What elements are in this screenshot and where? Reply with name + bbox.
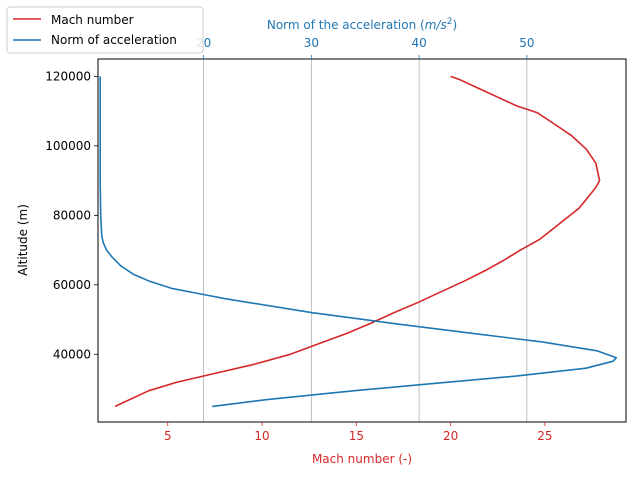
legend-label-norm-of-acceleration: Norm of acceleration: [51, 33, 177, 47]
y-axis-label: Altitude (m): [16, 204, 30, 276]
y-axis: 40000 60000 80000 100000 120000: [45, 69, 98, 361]
legend: Mach number Norm of acceleration: [6, 6, 204, 54]
bottom-axis: 5 10 15 20 25: [164, 422, 553, 443]
bottom-tick-label-10: 10: [254, 429, 269, 443]
grid-lines: [203, 59, 528, 422]
series-line-norm-of-acceleration: [99, 76, 618, 408]
bottom-tick-label-5: 5: [164, 429, 172, 443]
series-layer: [99, 75, 618, 408]
bottom-tick-label-20: 20: [443, 429, 458, 443]
y-tick-label-120000: 120000: [45, 69, 91, 83]
legend-box: [6, 6, 204, 54]
bottom-tick-label-25: 25: [537, 429, 552, 443]
bottom-tick-label-15: 15: [349, 429, 364, 443]
bottom-axis-label: Mach number (-): [312, 452, 412, 466]
series-line-mach-number: [114, 75, 601, 408]
top-tick-label-30: 30: [304, 36, 319, 50]
y-tick-label-60000: 60000: [53, 278, 91, 292]
y-tick-label-80000: 80000: [53, 208, 91, 222]
y-tick-label-100000: 100000: [45, 139, 91, 153]
top-axis-label: Norm of the acceleration (m/s2): [267, 17, 457, 32]
top-tick-label-40: 40: [411, 36, 426, 50]
axes-frame: [97, 58, 627, 423]
legend-label-mach-number: Mach number: [51, 13, 134, 27]
top-tick-label-50: 50: [519, 36, 534, 50]
y-tick-label-40000: 40000: [53, 347, 91, 361]
